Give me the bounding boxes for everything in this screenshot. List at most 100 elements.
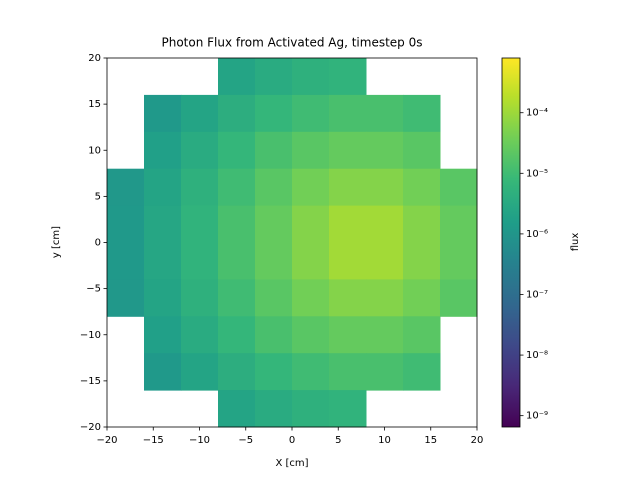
x-tick-label: 5 [335, 435, 341, 446]
cell [144, 242, 182, 280]
y-tick-label: 0 [95, 238, 101, 249]
cell [440, 205, 478, 243]
y-axis-label: y [cm] [51, 226, 62, 258]
cell [292, 242, 330, 280]
colorbar [501, 57, 521, 428]
cell [218, 58, 256, 96]
cell [366, 94, 404, 133]
x-tick-label: −15 [143, 435, 164, 446]
cell [218, 168, 256, 207]
cell [107, 242, 145, 280]
cell [329, 242, 367, 280]
x-tick-label: 10 [378, 435, 391, 446]
cell [329, 168, 367, 207]
cell [181, 242, 219, 280]
cell [255, 390, 293, 428]
cell [329, 316, 367, 354]
cell [255, 279, 293, 317]
cell [218, 205, 256, 243]
y-tick-label: 5 [95, 191, 101, 202]
x-tick-label: −10 [189, 435, 210, 446]
cell [292, 279, 330, 317]
cell [144, 205, 182, 243]
cell [329, 58, 367, 96]
cell [440, 242, 478, 280]
cell [366, 353, 404, 391]
x-tick-label: −5 [238, 435, 253, 446]
cell [403, 279, 441, 317]
colorbar-tick-label: 10⁻⁸ [526, 350, 548, 361]
cell [107, 279, 145, 317]
cell [181, 131, 219, 170]
colorbar-tick-label: 10⁻⁶ [526, 229, 548, 240]
cell [292, 131, 330, 170]
x-tick-label: 0 [289, 435, 295, 446]
cell [329, 94, 367, 133]
cell [403, 353, 441, 391]
cell [329, 353, 367, 391]
cell [218, 390, 256, 428]
cell [292, 168, 330, 207]
y-tick-label: −10 [80, 330, 101, 341]
cell [144, 131, 182, 170]
cell [144, 168, 182, 207]
cell [144, 94, 182, 133]
heatmap [107, 58, 478, 428]
cell [366, 279, 404, 317]
cell [107, 168, 145, 207]
cell [292, 353, 330, 391]
cell [403, 94, 441, 133]
x-tick-label: 20 [471, 435, 484, 446]
y-tick-label: −15 [80, 376, 101, 387]
cell [403, 131, 441, 170]
colorbar-tick-label: 10⁻⁵ [526, 168, 548, 179]
y-tick-label: −20 [80, 422, 101, 433]
y-tick-label: −5 [86, 284, 101, 295]
cell [292, 94, 330, 133]
colorbar-tick-label: 10⁻⁹ [526, 411, 548, 422]
cell [329, 205, 367, 243]
cell [403, 316, 441, 354]
cell [218, 353, 256, 391]
colorbar-tick-label: 10⁻⁴ [526, 108, 548, 119]
cell [440, 279, 478, 317]
cell [181, 316, 219, 354]
cell [292, 58, 330, 96]
cell [440, 168, 478, 207]
colorbar-tick-label: 10⁻⁷ [526, 289, 548, 300]
x-tick-label: 15 [424, 435, 437, 446]
cell [181, 205, 219, 243]
chart-title: Photon Flux from Activated Ag, timestep … [162, 36, 423, 50]
cell [255, 94, 293, 133]
cell [403, 205, 441, 243]
cell [181, 168, 219, 207]
colorbar-label: flux [570, 233, 581, 252]
cell [144, 279, 182, 317]
cell [218, 94, 256, 133]
cell [255, 242, 293, 280]
cell [181, 94, 219, 133]
cell [366, 242, 404, 280]
cell [292, 316, 330, 354]
x-axis-label: X [cm] [275, 458, 308, 469]
y-tick-label: 10 [88, 145, 101, 156]
cell [329, 390, 367, 428]
cell [255, 353, 293, 391]
cell [366, 168, 404, 207]
cell [255, 205, 293, 243]
cell [181, 353, 219, 391]
cell [218, 279, 256, 317]
cell [329, 131, 367, 170]
cell [218, 131, 256, 170]
cell [218, 242, 256, 280]
cell [366, 316, 404, 354]
cell [107, 205, 145, 243]
y-tick-label: 20 [88, 53, 101, 64]
cell [255, 168, 293, 207]
cell [329, 279, 367, 317]
cell [403, 242, 441, 280]
cell [403, 168, 441, 207]
cell [255, 58, 293, 96]
cell [144, 353, 182, 391]
